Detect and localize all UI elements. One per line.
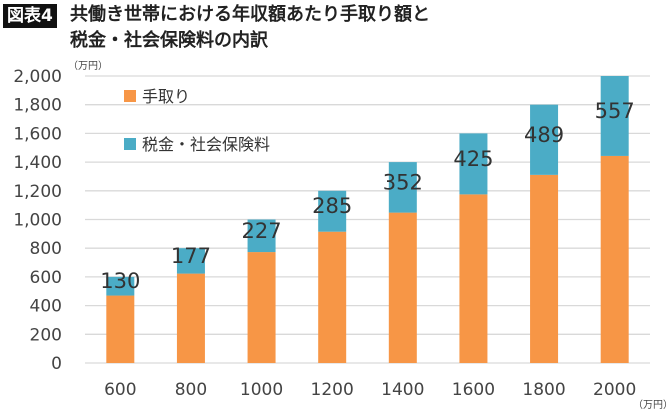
bar-segment-tax <box>459 133 488 195</box>
x-tick-label: 1200 <box>311 380 354 400</box>
bar-segment-take-home <box>459 194 488 363</box>
data-label: 130 <box>100 269 140 293</box>
data-label: 227 <box>242 219 282 243</box>
x-tick-label: 1000 <box>240 380 283 400</box>
x-tick-label: 800 <box>175 380 207 400</box>
bar-segment-take-home <box>388 212 417 363</box>
y-tick-label: 0 <box>51 354 62 374</box>
y-tick-label: 1,400 <box>13 153 62 173</box>
bar-segment-take-home <box>600 155 629 363</box>
x-tick-label: 1800 <box>522 380 565 400</box>
bar-segment-tax <box>600 76 629 156</box>
y-tick-label: 800 <box>30 239 62 259</box>
y-tick-label: 1,600 <box>13 124 62 144</box>
y-tick-label: 200 <box>30 325 62 345</box>
y-axis-unit: （万円） <box>68 61 108 72</box>
data-label: 285 <box>312 194 352 218</box>
x-tick-label: 1600 <box>452 380 495 400</box>
data-label: 425 <box>453 147 493 171</box>
data-label: 489 <box>524 123 564 147</box>
legend-swatch <box>124 138 136 150</box>
bar-segment-tax <box>247 219 276 253</box>
chart-title-line1: 共働き世帯における年収額あたり手取り額と <box>70 4 430 25</box>
legend-label: 手取り <box>142 87 190 106</box>
bar-segment-take-home <box>106 295 135 363</box>
y-tick-label: 400 <box>30 297 62 317</box>
x-tick-label: 1400 <box>381 380 424 400</box>
x-tick-label: 600 <box>104 380 136 400</box>
data-label: 557 <box>595 99 635 123</box>
bar-segment-tax <box>530 104 559 175</box>
bar-segment-tax <box>176 248 205 274</box>
bar-segment-take-home <box>247 252 276 363</box>
chart-title-line2: 税金・社会保険料の内訳 <box>70 30 268 51</box>
legend-label: 税金・社会保険料 <box>142 135 270 154</box>
y-tick-label: 2,000 <box>13 67 62 87</box>
y-tick-label: 1,800 <box>13 96 62 116</box>
y-tick-label: 1,000 <box>13 211 62 231</box>
bar-segment-take-home <box>176 273 205 363</box>
x-tick-label: 2000 <box>593 380 636 400</box>
y-tick-label: 1,200 <box>13 182 62 202</box>
data-label: 352 <box>383 170 423 194</box>
bar-segment-tax <box>388 162 417 213</box>
bar-segment-take-home <box>530 174 559 363</box>
x-axis-unit: （万円） <box>633 400 670 410</box>
legend-swatch <box>124 90 136 102</box>
data-label: 177 <box>171 244 211 268</box>
y-tick-label: 600 <box>30 268 62 288</box>
bar-segment-tax <box>106 276 135 296</box>
bar-segment-tax <box>318 190 347 232</box>
bar-segment-take-home <box>318 231 347 363</box>
figure-badge: 図表4 <box>3 4 57 28</box>
